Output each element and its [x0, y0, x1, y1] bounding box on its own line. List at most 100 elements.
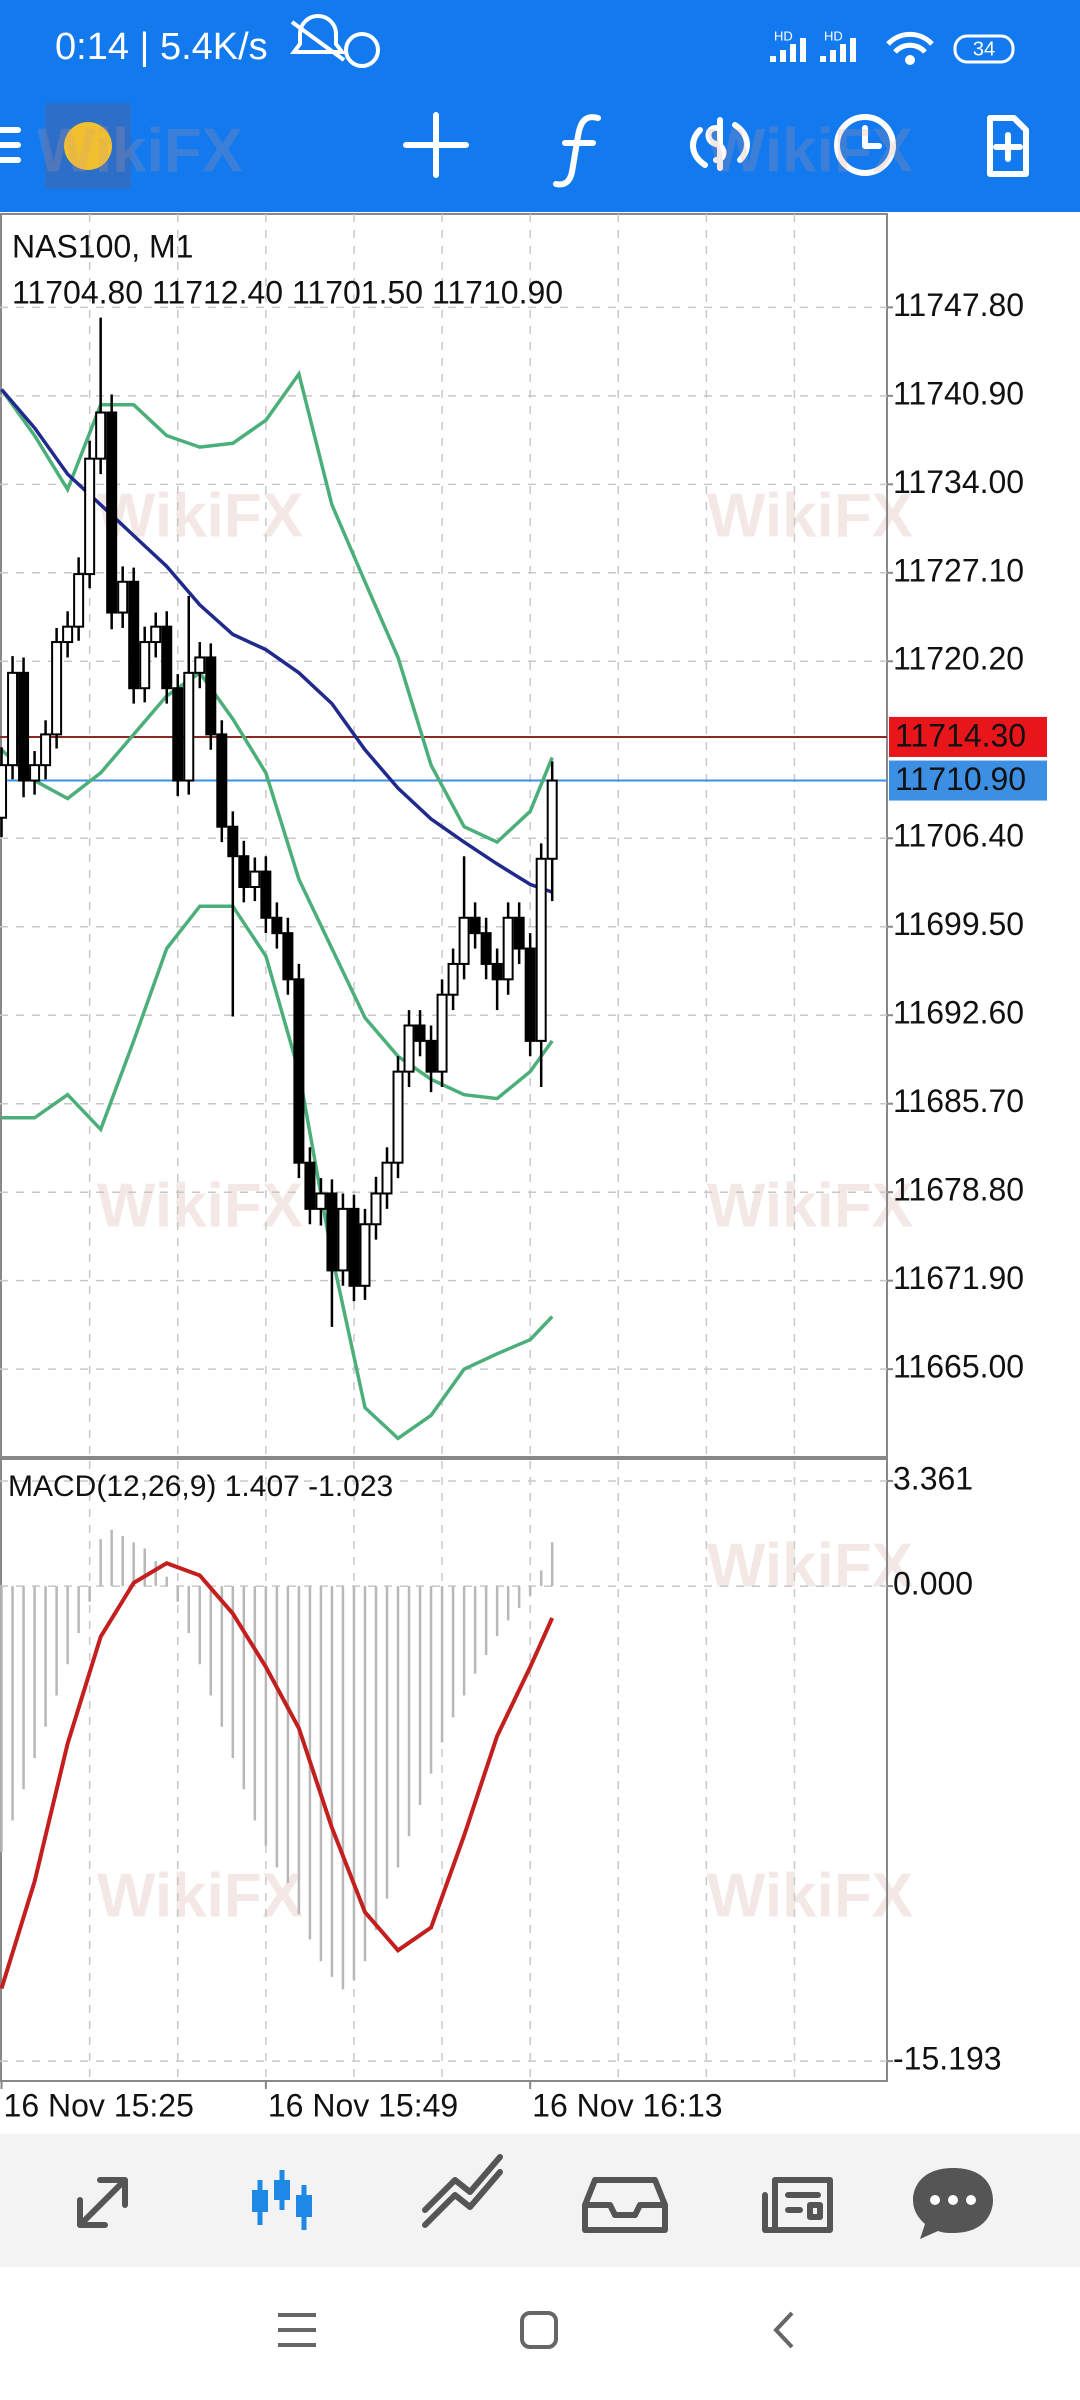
- price-tag: [889, 760, 1047, 801]
- y-tick-label: 11720.20: [893, 641, 1024, 677]
- menu-button[interactable]: [0, 127, 21, 163]
- recents-button[interactable]: [278, 2313, 316, 2347]
- signal-line: [0, 1560, 555, 1990]
- y-tick-label: 11671.90: [893, 1260, 1024, 1296]
- candle-body: [546, 779, 558, 860]
- candle-body: [436, 993, 448, 1073]
- watermark: WikiFX: [707, 116, 913, 185]
- y-tick-label: 11706.40: [893, 818, 1024, 854]
- news-tab[interactable]: [762, 2177, 833, 2233]
- indicator-line: [0, 670, 554, 1101]
- candle-body: [304, 1161, 316, 1210]
- home-button[interactable]: [520, 2311, 558, 2349]
- candle-body: [447, 962, 459, 996]
- bottom-tabs: [77, 2154, 993, 2239]
- status-time: 0:14 | 5.4K/s: [55, 26, 268, 68]
- candle-body: [216, 733, 228, 828]
- candle-body: [62, 625, 74, 644]
- candle-body: [535, 857, 547, 1042]
- candle-body: [139, 641, 151, 690]
- candle-body: [84, 457, 96, 576]
- candle-body: [403, 1024, 415, 1073]
- chart-tab-candle: [274, 2180, 290, 2200]
- candle-body: [40, 733, 52, 767]
- price-tag-label: 11714.30: [895, 717, 1026, 753]
- candle-body: [117, 580, 129, 614]
- y-tick-label: 3.361: [893, 1460, 973, 1496]
- chart-frame: [0, 213, 888, 1458]
- indicator-line: [1, 904, 554, 1441]
- candle-body: [370, 1192, 382, 1226]
- watermark: WikiFX: [97, 1861, 303, 1930]
- candle-body: [260, 870, 272, 919]
- indicator-line: [0, 388, 553, 894]
- quotes-tab[interactable]: [77, 2177, 128, 2228]
- candle-body: [337, 1207, 349, 1272]
- candle-body: [469, 916, 481, 935]
- chart-tab-candle: [296, 2195, 312, 2217]
- trade-button[interactable]: [690, 117, 750, 171]
- trade-tab[interactable]: [422, 2154, 503, 2228]
- bottom-nav: [0, 2134, 1080, 2267]
- mute-icon: [290, 14, 346, 54]
- candle-body: [315, 1192, 327, 1210]
- candle-body: [238, 855, 250, 888]
- wifi-icon: [886, 31, 934, 54]
- y-tick-label: 11740.90: [893, 375, 1024, 411]
- period-button[interactable]: [834, 114, 896, 176]
- candle-body: [106, 411, 118, 614]
- network-label: HD: [824, 28, 843, 43]
- watermark: WikiFX: [707, 1861, 913, 1930]
- candle-body: [194, 656, 206, 674]
- candle-body: [7, 671, 19, 767]
- x-tick-label: 16 Nov 15:25: [4, 2087, 194, 2123]
- candle-body: [271, 916, 283, 935]
- watermark: WikiFX: [707, 481, 913, 550]
- candle-body: [282, 932, 294, 981]
- back-button[interactable]: [773, 2311, 794, 2349]
- candle-body: [95, 411, 107, 460]
- status-icons: HD HD 34: [290, 14, 1015, 68]
- candle-body: [161, 625, 173, 690]
- ohlc-label: 11704.80 11712.40 11701.50 11710.90: [12, 274, 563, 310]
- candle-body: [73, 573, 85, 628]
- candle-body: [425, 1039, 437, 1073]
- objects-button[interactable]: [987, 115, 1029, 177]
- crosshair-button[interactable]: [403, 112, 469, 178]
- candle-body: [0, 764, 8, 819]
- y-tick-label: 0.000: [893, 1566, 973, 1602]
- watermark: WikiFX: [37, 116, 243, 185]
- dot: [930, 2195, 940, 2205]
- watermark: WikiFX: [707, 1171, 913, 1240]
- candle-body: [491, 962, 503, 981]
- y-tick-label: 11727.10: [893, 552, 1024, 588]
- macd-label: MACD(12,26,9) 1.407 -1.023: [8, 1470, 393, 1503]
- candle-body: [205, 656, 217, 736]
- candle-body: [524, 947, 536, 1042]
- candle-body: [326, 1192, 338, 1272]
- signal-icon: [770, 38, 856, 62]
- clock-hands: [862, 125, 882, 149]
- y-tick-label: 11747.80: [893, 287, 1024, 323]
- candle-body: [293, 978, 305, 1164]
- alarm-icon: [344, 32, 380, 68]
- candle-body: [183, 671, 195, 782]
- candle-body: [18, 671, 30, 782]
- y-tick-label: 11665.00: [893, 1349, 1024, 1385]
- candle-body: [172, 687, 184, 782]
- x-tick-label: 16 Nov 15:49: [268, 2087, 458, 2123]
- toolbar: [0, 103, 1029, 189]
- candle-body: [480, 932, 492, 965]
- mute-slash: [290, 20, 346, 62]
- system-nav: [278, 2311, 794, 2349]
- y-tick-label: -15.193: [893, 2041, 1002, 2077]
- logo-mark: [64, 122, 112, 170]
- network-label: HD: [774, 28, 793, 43]
- y-tick-label: 11692.60: [893, 995, 1024, 1031]
- history-tab[interactable]: [582, 2177, 668, 2233]
- indicators-button[interactable]: [553, 114, 601, 188]
- candle-body: [513, 916, 525, 950]
- candle-body: [227, 825, 239, 858]
- watermark: WikiFX: [707, 1531, 913, 1600]
- candle-body: [458, 916, 470, 965]
